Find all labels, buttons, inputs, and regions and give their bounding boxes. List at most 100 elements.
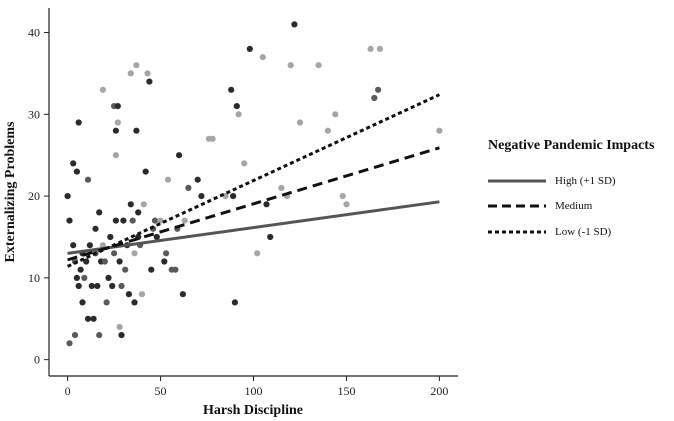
data-point-95 — [278, 184, 285, 191]
data-point-17 — [84, 315, 92, 322]
x-tick-label-0: 0 — [65, 384, 71, 398]
data-point-9 — [75, 119, 82, 126]
data-point-109 — [436, 127, 443, 134]
y-axis-label: Externalizing Problems — [3, 121, 18, 262]
data-point-60 — [140, 201, 147, 208]
data-point-66 — [151, 217, 159, 224]
data-point-83 — [222, 193, 229, 200]
data-point-21 — [92, 225, 99, 232]
y-tick-label-20: 20 — [28, 189, 40, 203]
data-point-40 — [114, 119, 121, 126]
x-axis-ticks: 0 50 100 150 200 — [65, 376, 448, 398]
data-point-108 — [376, 45, 383, 53]
data-point-101 — [324, 127, 331, 134]
data-point-63 — [146, 78, 153, 85]
data-point-19 — [88, 282, 95, 290]
data-point-93 — [263, 201, 270, 208]
legend-label-high: High (+1 SD) — [555, 175, 616, 187]
data-point-105 — [367, 45, 374, 53]
data-point-41 — [116, 323, 123, 330]
data-point-98 — [291, 21, 298, 28]
fit-line-dotted — [66, 93, 441, 268]
legend-swatch-dashed — [488, 204, 546, 208]
x-tick-label-200: 200 — [430, 384, 448, 398]
legend-title: Negative Pandemic Impacts — [488, 138, 655, 153]
data-point-53 — [131, 299, 138, 306]
data-point-103 — [339, 193, 346, 200]
legend-label-low: Low (-1 SD) — [555, 226, 612, 238]
data-point-46 — [122, 266, 129, 273]
y-tick-label-40: 40 — [28, 26, 40, 40]
data-point-32 — [107, 233, 114, 241]
data-point-55 — [133, 62, 140, 69]
data-point-70 — [163, 250, 170, 257]
data-points — [64, 21, 443, 347]
x-tick-label-100: 100 — [245, 384, 263, 398]
data-point-62 — [144, 70, 151, 77]
data-point-3 — [66, 217, 73, 224]
x-tick-label-50: 50 — [155, 384, 167, 398]
data-point-8 — [73, 274, 80, 281]
data-point-68 — [157, 217, 164, 224]
data-point-82 — [209, 135, 216, 142]
data-point-67 — [153, 233, 160, 241]
data-point-2 — [64, 193, 71, 200]
data-point-85 — [230, 193, 237, 200]
data-point-50 — [127, 201, 134, 208]
data-point-30 — [103, 299, 110, 306]
data-point-88 — [235, 111, 242, 118]
data-point-38 — [112, 152, 119, 159]
data-point-42 — [116, 258, 123, 265]
data-point-18 — [86, 242, 93, 249]
data-point-33 — [109, 282, 116, 290]
data-point-4 — [70, 242, 77, 249]
data-point-104 — [343, 201, 350, 208]
data-point-0 — [66, 340, 73, 347]
data-point-106 — [371, 94, 378, 102]
fit-lines — [66, 93, 441, 268]
data-point-52 — [131, 250, 138, 257]
data-point-94 — [267, 233, 274, 241]
data-point-12 — [79, 299, 86, 306]
data-point-10 — [75, 282, 82, 290]
data-point-79 — [194, 176, 201, 183]
data-point-97 — [287, 62, 294, 69]
data-point-24 — [96, 209, 103, 216]
data-point-76 — [179, 291, 186, 298]
data-point-15 — [83, 258, 90, 265]
data-point-57 — [135, 209, 142, 216]
fit-line-solid — [67, 200, 440, 255]
data-point-36 — [112, 127, 119, 134]
x-tick-label-150: 150 — [337, 384, 355, 398]
data-point-25 — [96, 332, 103, 339]
data-point-44 — [118, 332, 125, 339]
data-point-45 — [120, 217, 127, 224]
data-point-64 — [148, 266, 155, 273]
data-point-20 — [90, 315, 97, 322]
data-point-100 — [315, 62, 322, 69]
data-point-16 — [84, 176, 92, 183]
data-point-14 — [81, 274, 88, 281]
data-point-107 — [375, 86, 382, 93]
data-point-91 — [254, 250, 261, 257]
data-point-11 — [77, 266, 84, 273]
data-point-84 — [228, 86, 235, 93]
data-point-6 — [73, 168, 80, 175]
legend-label-medium: Medium — [555, 200, 593, 212]
data-point-73 — [172, 266, 179, 273]
data-point-86 — [231, 299, 238, 306]
data-point-89 — [241, 160, 248, 167]
data-point-39 — [114, 103, 121, 110]
data-point-78 — [185, 184, 192, 191]
data-point-99 — [296, 119, 304, 126]
y-axis-ticks: 0 10 20 30 40 — [28, 26, 49, 367]
data-point-31 — [105, 274, 112, 281]
data-point-34 — [111, 250, 118, 257]
data-point-48 — [125, 291, 132, 298]
data-point-54 — [133, 127, 140, 134]
data-point-102 — [332, 111, 339, 118]
data-point-1 — [71, 332, 79, 339]
y-tick-label-30: 30 — [28, 107, 40, 121]
data-point-71 — [164, 176, 172, 183]
